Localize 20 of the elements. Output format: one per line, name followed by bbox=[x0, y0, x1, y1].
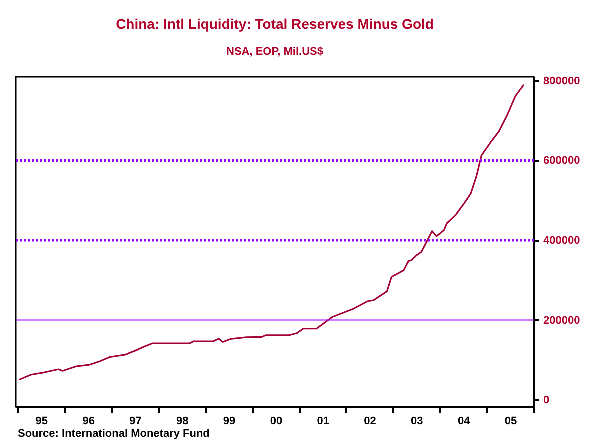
x-tick-label: 97 bbox=[130, 416, 142, 428]
source-note: Source: International Monetary Fund bbox=[18, 428, 210, 440]
x-tick-label: 03 bbox=[411, 416, 424, 428]
chart-title: China: Intl Liquidity: Total Reserves Minus Gold bbox=[116, 16, 434, 32]
y-tick-label: 400000 bbox=[544, 235, 580, 248]
x-tick-label: 95 bbox=[36, 416, 48, 428]
y-tick-label: 200000 bbox=[544, 314, 580, 327]
y-tick-label: 800000 bbox=[544, 75, 580, 88]
x-tick-label: 01 bbox=[317, 416, 330, 428]
y-tick-label: 0 bbox=[544, 394, 550, 407]
x-tick-label: 02 bbox=[364, 416, 376, 428]
chart-subtitle: NSA, EOP, Mil.US$ bbox=[226, 46, 324, 58]
x-tick-label: 96 bbox=[82, 416, 96, 428]
x-tick-label: 00 bbox=[270, 416, 283, 428]
x-tick-label: 99 bbox=[223, 416, 236, 428]
x-tick-label: 98 bbox=[176, 416, 189, 428]
x-tick-label: 05 bbox=[504, 416, 518, 428]
line-series bbox=[19, 84, 524, 380]
y-tick-label: 600000 bbox=[544, 155, 580, 168]
x-tick-label: 04 bbox=[458, 416, 472, 428]
